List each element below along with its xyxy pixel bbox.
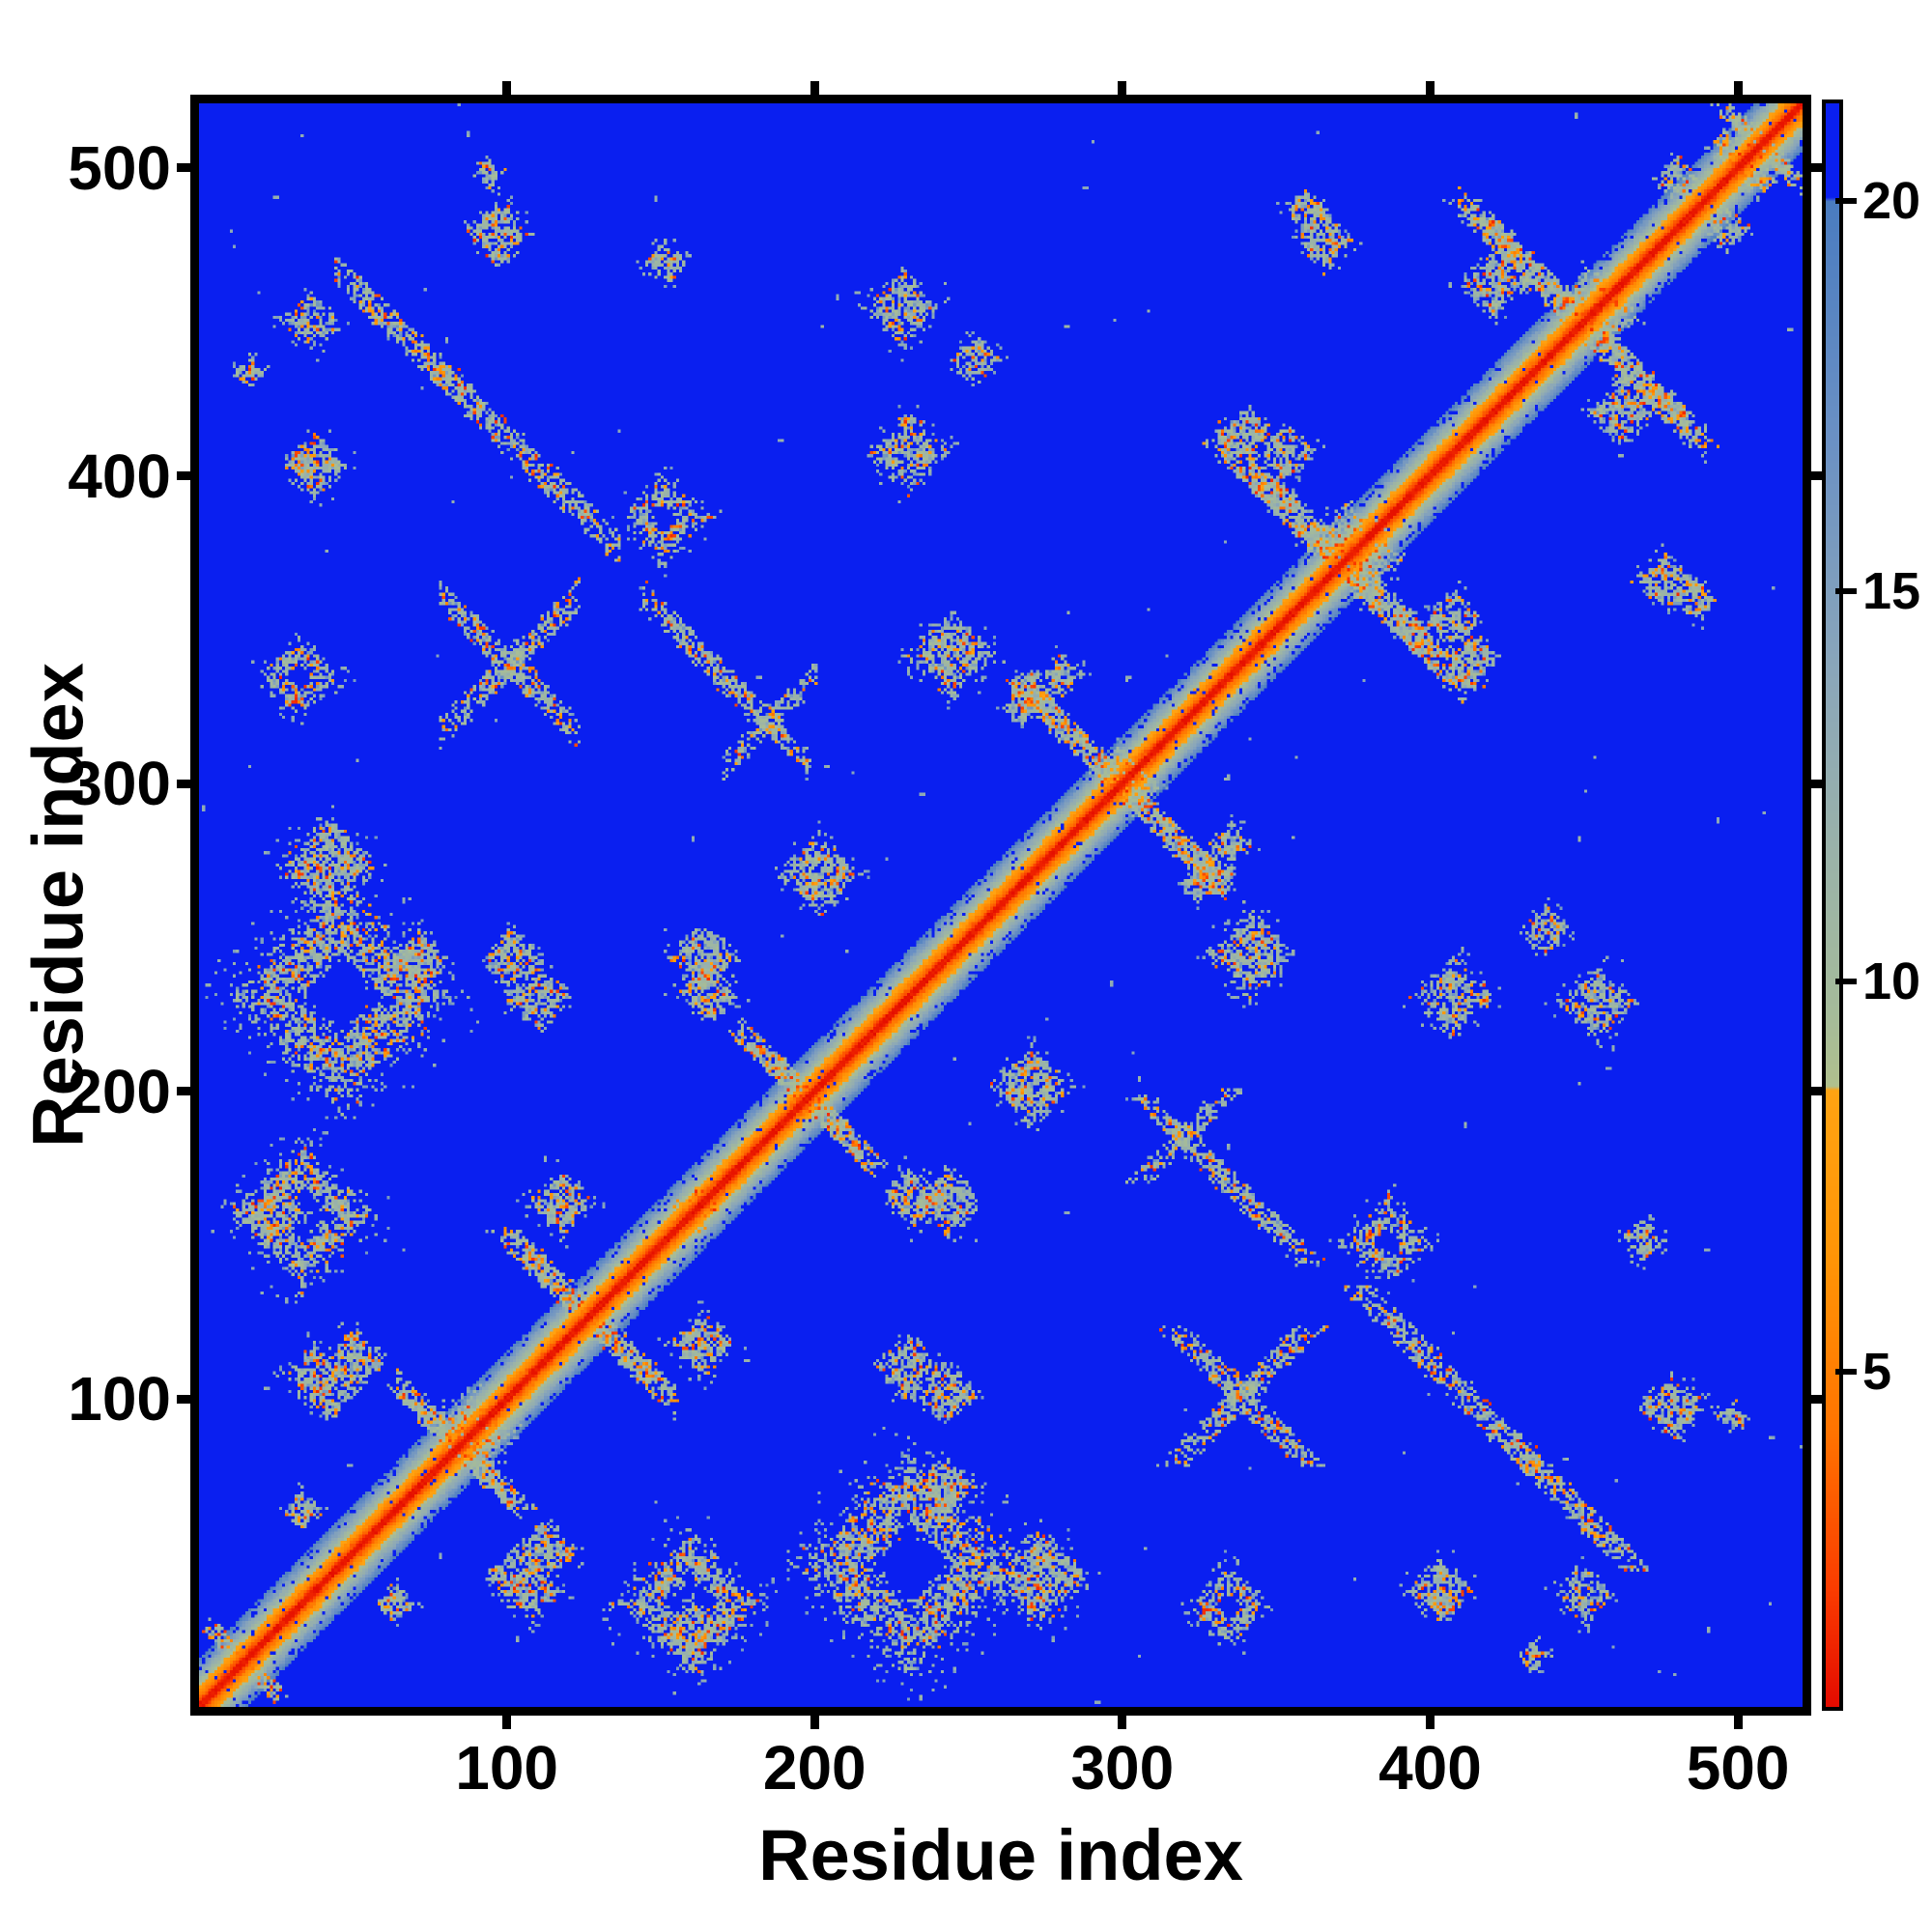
x-tick-mark — [502, 1716, 512, 1729]
x-tick-mark-top — [502, 81, 512, 95]
x-tick-mark-top — [1733, 81, 1743, 95]
colorbar-tick-mark — [1835, 587, 1857, 594]
x-tick-mark — [1425, 1716, 1435, 1729]
y-tick-label: 300 — [68, 749, 171, 819]
x-tick-label: 200 — [762, 1733, 867, 1803]
y-tick-mark-right — [1811, 1087, 1825, 1096]
colorbar-tick-label: 20 — [1862, 171, 1921, 230]
x-tick-label: 300 — [1070, 1733, 1175, 1803]
y-tick-label: 100 — [68, 1364, 171, 1435]
y-tick-mark-right — [1811, 779, 1825, 788]
x-tick-label: 100 — [455, 1733, 558, 1803]
x-tick-mark — [1733, 1716, 1743, 1729]
x-tick-label: 400 — [1378, 1733, 1482, 1803]
y-tick-label: 200 — [68, 1056, 171, 1126]
y-tick-label: 400 — [68, 440, 171, 511]
y-tick-mark-right — [1811, 163, 1825, 173]
colorbar-tick-mark — [1835, 197, 1857, 204]
colorbar-tick-label: 15 — [1862, 561, 1921, 620]
y-tick-mark-right — [1811, 1394, 1825, 1404]
y-axis-title: Residue index — [17, 663, 99, 1148]
y-tick-mark — [177, 163, 190, 173]
x-tick-label: 500 — [1686, 1733, 1790, 1803]
y-tick-label: 500 — [68, 132, 171, 203]
y-tick-mark — [177, 1087, 190, 1096]
x-axis-title: Residue index — [758, 1815, 1243, 1895]
x-tick-mark — [810, 1716, 819, 1729]
y-tick-mark — [177, 471, 190, 481]
y-tick-mark — [177, 779, 190, 788]
colorbar-tick-label: 5 — [1862, 1342, 1892, 1401]
x-tick-mark-top — [1118, 81, 1127, 95]
colorbar-canvas — [1826, 103, 1839, 1707]
colorbar-tick-mark — [1835, 1368, 1857, 1375]
x-tick-mark-top — [810, 81, 819, 95]
x-tick-mark-top — [1425, 81, 1435, 95]
heatmap-canvas — [199, 103, 1803, 1707]
y-tick-mark — [177, 1394, 190, 1404]
y-tick-mark-right — [1811, 471, 1825, 481]
x-tick-mark — [1118, 1716, 1127, 1729]
colorbar-tick-label: 10 — [1862, 952, 1921, 1010]
colorbar-tick-mark — [1835, 978, 1857, 984]
